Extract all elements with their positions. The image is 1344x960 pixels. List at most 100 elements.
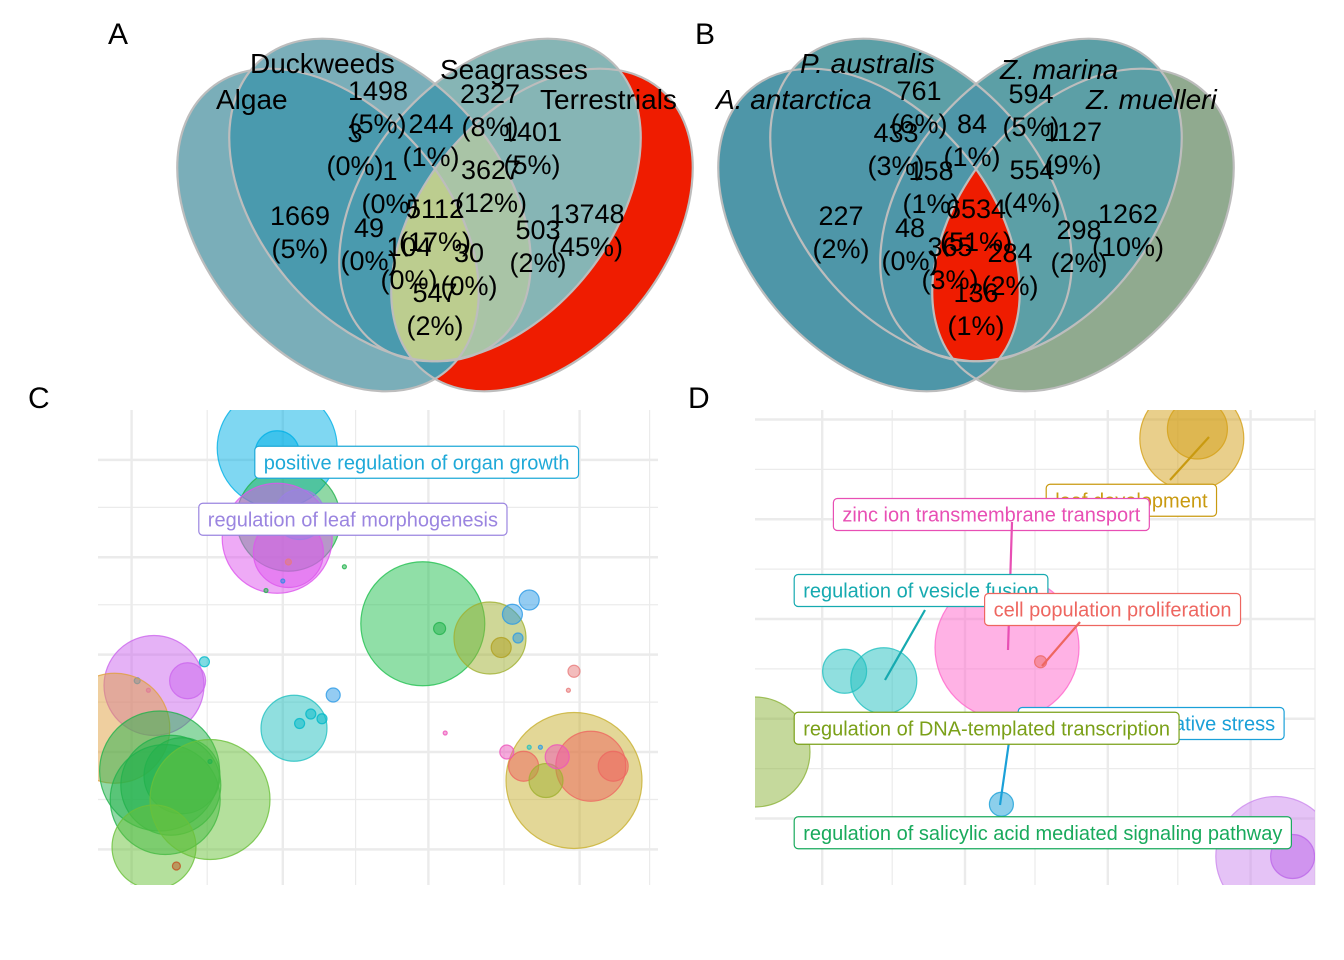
scatterD-term-label-text: cell population proliferation [994,600,1232,622]
scatterC-point [198,656,210,668]
scatterC-point [537,744,544,750]
vennA-region-count: 547 [412,278,457,308]
vennA-region-percent: (0%) [361,189,418,219]
vennB-region-count: 554 [1009,155,1054,185]
venn-b-set-label-z-marina: Z. marina [999,54,1118,85]
vennA-region-percent: (0%) [380,265,437,295]
vennB-region-count: 1262 [1098,199,1158,229]
scatterC-point [597,750,629,782]
vennB-region-percent: (10%) [1092,232,1164,262]
scatterC-point [501,603,524,625]
vennB-region-count: 1127 [1044,117,1102,147]
scatterC-point [260,694,328,762]
vennB-region-percent: (5%) [1002,112,1059,142]
vennA-set-outline-0 [176,67,480,393]
vennB-region-count: 136 [953,278,998,308]
scatterD-term-label-box [832,497,1150,532]
venn-a-set-label-duckweeds: Duckweeds [250,48,395,79]
vennB-region-percent: (2%) [1050,248,1107,278]
scatterD-point [755,696,811,808]
vennB-region-count: 365 [927,232,972,262]
vennA-region-percent: (5%) [349,109,406,139]
scatterD-term-label: regulation of DNA-templated transcriptio… [793,711,1180,745]
vennB-region-percent: (51%) [940,227,1012,257]
venn-a-set-label-seagrasses: Seagrasses [440,54,588,85]
vennB-region-count: 227 [818,201,863,231]
scatterC-point [490,636,512,659]
scatterC-term-label-box [254,445,580,479]
vennB-region-count: 48 [895,213,925,243]
panel-letter-b: B [695,18,715,51]
scatterC-point [305,708,317,720]
vennA-region-percent: (0%) [326,151,383,181]
scatterC-point [171,861,181,871]
scatterD-label-leader [1041,621,1081,667]
scatterC-point [207,758,213,765]
scatterD-label-leader [884,609,926,681]
vennA-region-percent: (45%) [551,232,623,262]
scatterC-point [169,662,207,700]
scatterD-term-label: cell population proliferation [983,592,1242,627]
vennB-region-percent: (4%) [1003,188,1060,218]
vennA-region-percent: (5%) [271,234,328,264]
scatterD-term-label-text: regulation of DNA-templated transcriptio… [803,718,1170,740]
scatterD-term-label-text: zinc ion transmembrane transport [842,505,1140,527]
scatterD-term-label: regulation of salicylic acid mediated si… [793,816,1292,850]
scatterC-point [442,730,448,736]
vennA-region-percent: (17%) [399,227,471,257]
vennB-region-percent: (1%) [947,311,1004,341]
vennA-region-percent: (8%) [461,112,518,142]
vennB-set-outline-3 [931,67,1235,393]
vennA-region-count: 2327 [460,79,520,109]
scatterD-label-leader [1169,436,1210,481]
vennA-region-count: 5112 [406,194,464,224]
scatterD-term-label: zinc ion transmembrane transport [832,497,1150,532]
vennA-region-percent: (2%) [509,248,566,278]
scatterD-term-label-box [793,711,1180,745]
vennB-set-outline-2 [879,37,1183,363]
vennA-region-count: 3627 [461,155,521,185]
vennA-region-percent: (12%) [455,188,527,218]
vennB-set-outline-1 [769,37,1073,363]
vennA-region-count: 1401 [502,117,562,147]
scatterD-term-label-text: regulation of salicylic acid mediated si… [803,823,1282,845]
vennB-region-percent: (6%) [890,109,947,139]
vennA-region-count: 1669 [270,201,330,231]
vennA-region-count: 503 [515,215,560,245]
scatterC-point [528,762,564,799]
venn-b-set-label-a-antarctica: A. antarctica [714,84,872,115]
venn-b-set-label-p-australis: P. australis [800,48,935,79]
vennA-set-outline-1 [228,37,532,363]
vennB-region-percent: (2%) [812,234,869,264]
scatterC-point [280,578,286,584]
panel-letter-d: D [688,382,710,415]
venn-a-set-label-algae: Algae [216,84,288,115]
scatter-c: positive regulation of organ growth regul… [98,410,658,885]
vennA-region-count: 104 [386,232,431,262]
scatterC-point [316,713,328,725]
vennA-region-count: 1498 [348,76,408,106]
vennB-region-count: 298 [1056,215,1101,245]
vennA-set-outline-2 [338,37,642,363]
scatterC-point [294,717,306,730]
scatterC-point [341,564,347,570]
vennA-region-count: 3 [347,118,362,148]
scatterC-point [499,744,515,760]
panel-letter-a: A [108,18,128,51]
scatterC-point [544,744,570,770]
scatterC-point [111,804,197,885]
scatterC-point [567,664,581,678]
vennA-region-count: 49 [354,213,384,243]
venn-b-set-label-z-muelleri: Z. muelleri [1085,84,1217,115]
vennA-set-outline-3 [390,67,694,393]
vennA-region-percent: (5%) [503,150,560,180]
vennB-region-percent: (0%) [881,246,938,276]
vennB-region-count: 84 [957,109,987,139]
vennA-region-count: 30 [454,238,484,268]
scatterC-point [512,632,524,644]
scatterC-point [433,621,447,636]
vennB-region-count: 6534 [946,194,1006,224]
scatterC-point [565,687,572,693]
